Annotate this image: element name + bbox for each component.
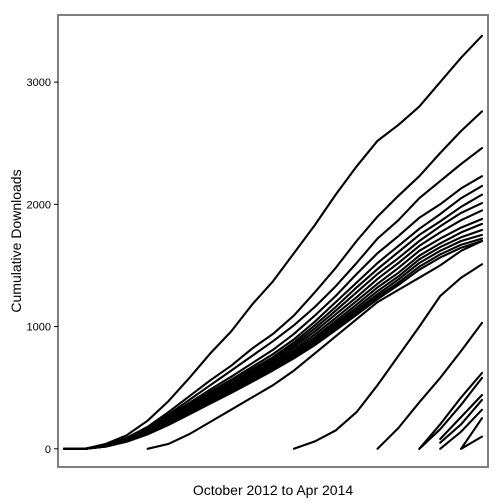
series-layer xyxy=(62,34,484,450)
y-axis-title: Cumulative Downloads xyxy=(8,169,24,312)
series-line-21 xyxy=(439,398,484,444)
series-line-10 xyxy=(62,222,484,450)
series-line-15 xyxy=(146,239,484,450)
y-axis: 0 1000 2000 3000 xyxy=(27,77,58,456)
series-line-24 xyxy=(460,435,484,450)
series-line-17 xyxy=(376,321,484,450)
series-line-20 xyxy=(439,393,484,441)
series-line-19 xyxy=(418,376,484,450)
y-tick-label: 0 xyxy=(45,444,51,456)
series-line-16 xyxy=(292,263,484,450)
series-line-18 xyxy=(418,371,484,450)
series-line-4 xyxy=(62,175,484,450)
series-line-6 xyxy=(62,193,484,450)
series-line-22 xyxy=(439,408,484,450)
series-line-14 xyxy=(62,239,484,450)
y-tick-label: 3000 xyxy=(27,77,51,89)
y-tick-label: 1000 xyxy=(27,322,51,334)
series-line-5 xyxy=(62,184,484,450)
x-axis-title: October 2012 to Apr 2014 xyxy=(193,482,354,498)
series-line-8 xyxy=(62,209,484,450)
y-tick-label: 2000 xyxy=(27,199,51,211)
series-line-1 xyxy=(62,34,484,450)
plot-panel-border xyxy=(57,14,489,468)
series-line-23 xyxy=(460,417,484,450)
